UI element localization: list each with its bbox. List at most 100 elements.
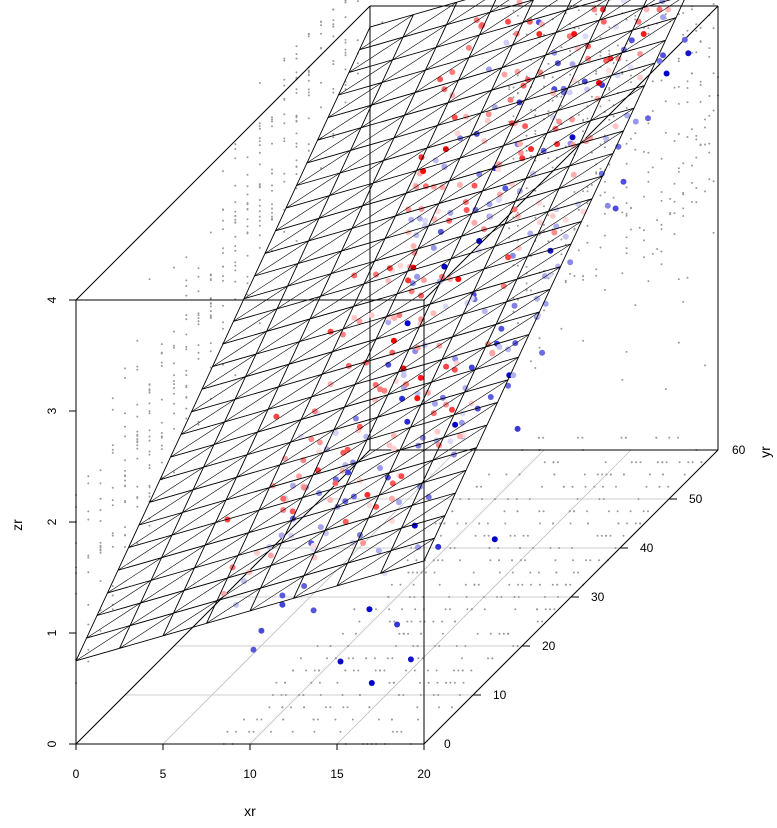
floor-shadow-point xyxy=(453,670,455,672)
wall-shadow-point xyxy=(149,278,151,280)
wall-shadow-point xyxy=(283,122,285,124)
floor-shadow-point xyxy=(537,621,539,623)
back-shadow-point xyxy=(630,138,632,140)
floor-shadow-point xyxy=(302,694,304,696)
wall-shadow-point xyxy=(296,71,298,73)
back-shadow-point xyxy=(547,157,549,159)
floor-shadow-point xyxy=(303,706,305,708)
wall-shadow-point xyxy=(124,501,126,503)
back-shadow-point xyxy=(695,23,697,25)
back-shadow-point xyxy=(604,146,606,148)
wall-shadow-point xyxy=(100,520,102,522)
back-shadow-point xyxy=(578,209,580,211)
floor-shadow-point xyxy=(512,645,514,647)
back-shadow-point xyxy=(647,152,649,154)
wall-shadow-point xyxy=(283,138,285,140)
data-point xyxy=(570,134,576,140)
floor-shadow-point xyxy=(383,670,385,672)
data-point xyxy=(385,278,391,284)
floor-shadow-point xyxy=(445,682,447,684)
data-point xyxy=(505,19,511,25)
data-point xyxy=(665,7,671,13)
back-shadow-point xyxy=(691,8,693,10)
floor-shadow-point xyxy=(577,498,579,500)
back-shadow-point xyxy=(508,86,510,88)
wall-shadow-point xyxy=(112,532,114,534)
floor-shadow-point xyxy=(687,461,689,463)
floor-shadow-point xyxy=(541,486,543,488)
wall-shadow-point xyxy=(296,166,298,168)
data-point xyxy=(405,320,411,326)
floor-shadow-point xyxy=(586,510,588,512)
back-shadow-point xyxy=(600,37,602,39)
wall-shadow-point xyxy=(332,136,334,138)
data-point xyxy=(508,97,514,103)
wall-shadow-point xyxy=(161,399,163,401)
data-point xyxy=(408,656,414,662)
back-shadow-point xyxy=(587,118,589,120)
data-point xyxy=(621,179,627,185)
back-shadow-point xyxy=(608,100,610,102)
x-tick-label: 0 xyxy=(73,767,80,781)
data-point xyxy=(391,338,397,344)
plane-mesh-line xyxy=(424,0,718,561)
back-shadow-point xyxy=(595,275,597,277)
back-shadow-point xyxy=(565,280,567,282)
wall-shadow-point xyxy=(149,485,151,487)
floor-shadow-point xyxy=(438,645,440,647)
floor-shadow-point xyxy=(610,535,612,537)
floor-shadow-point xyxy=(635,523,637,525)
floor-shadow-point xyxy=(437,694,439,696)
back-shadow-point xyxy=(508,227,510,229)
wall-shadow-point xyxy=(87,571,89,573)
wall-shadow-point xyxy=(296,115,298,117)
floor-shadow-point xyxy=(666,461,668,463)
floor-shadow-point xyxy=(451,510,453,512)
floor-shadow-point xyxy=(549,608,551,610)
wall-shadow-point xyxy=(149,383,151,385)
wall-shadow-point xyxy=(124,546,126,548)
floor-shadow-point xyxy=(281,694,283,696)
floor-shadow-point xyxy=(625,437,627,439)
data-point xyxy=(464,207,470,213)
wall-shadow-point xyxy=(149,392,151,394)
floor-shadow-point xyxy=(700,461,702,463)
back-shadow-point xyxy=(704,364,706,366)
wall-shadow-point xyxy=(247,282,249,284)
back-shadow-point xyxy=(626,186,628,188)
wall-shadow-point xyxy=(100,469,102,471)
wall-shadow-point xyxy=(259,234,261,236)
wall-shadow-point xyxy=(247,174,249,176)
back-shadow-point xyxy=(708,178,710,180)
data-point xyxy=(457,182,463,188)
floor-shadow-point xyxy=(256,719,258,721)
floor-shadow-point xyxy=(342,694,344,696)
floor-shadow-point xyxy=(391,657,393,659)
back-shadow-point xyxy=(526,289,528,291)
wall-shadow-point xyxy=(320,106,322,108)
data-point xyxy=(498,326,504,332)
back-shadow-point xyxy=(708,47,710,49)
floor-shadow-point xyxy=(684,474,686,476)
floor-shadow-point xyxy=(420,694,422,696)
floor-shadow-point xyxy=(378,719,380,721)
floor-shadow-point xyxy=(389,682,391,684)
wall-shadow-point xyxy=(259,216,261,218)
floor-shadow-point xyxy=(459,559,461,561)
floor-shadow-point xyxy=(505,474,507,476)
back-shadow-point xyxy=(695,135,697,137)
floor-shadow-point xyxy=(601,474,603,476)
wall-shadow-point xyxy=(198,317,200,319)
wall-shadow-point xyxy=(112,449,114,451)
wall-shadow-point xyxy=(283,58,285,60)
back-shadow-point xyxy=(508,88,510,90)
floor-shadow-point xyxy=(412,645,414,647)
wall-shadow-point xyxy=(332,19,334,21)
floor-shadow-point xyxy=(407,559,409,561)
plane-mesh-line xyxy=(360,0,708,50)
floor-shadow-point xyxy=(417,657,419,659)
back-shadow-point xyxy=(526,150,528,152)
floor-shadow-point xyxy=(577,437,579,439)
floor-shadow-point xyxy=(417,719,419,721)
z-axis-ticks: 0 1 2 3 4 xyxy=(45,296,59,747)
